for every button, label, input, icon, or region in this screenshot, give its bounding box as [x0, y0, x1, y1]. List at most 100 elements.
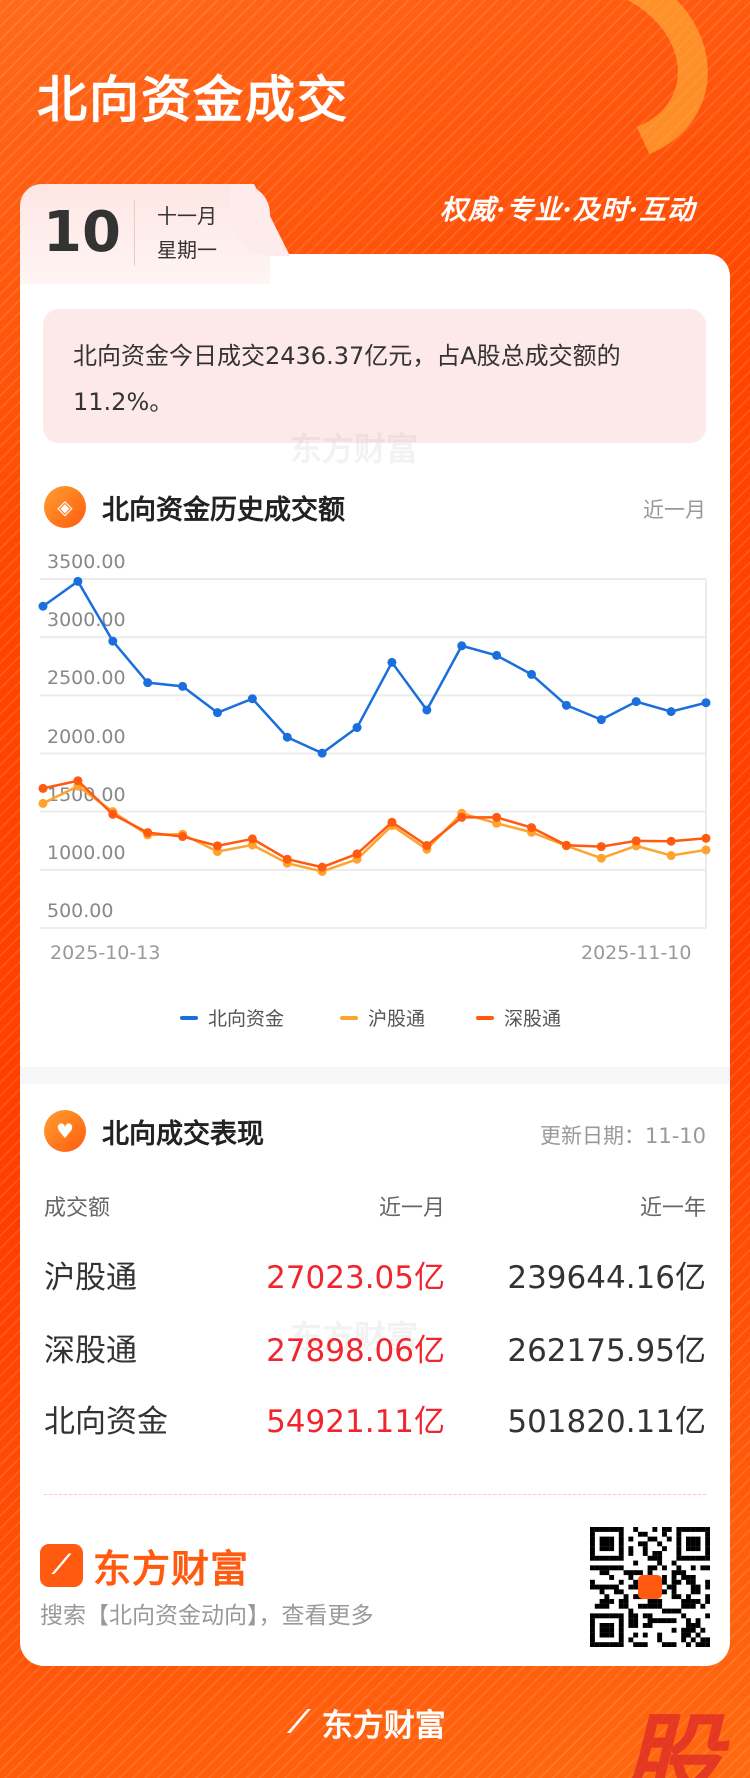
legend-label: 深股通 [504, 1008, 562, 1030]
series-line [42, 779, 707, 869]
data-point [387, 817, 397, 827]
series-line [42, 579, 707, 755]
coin-icon: ◈ [44, 486, 86, 528]
data-point [561, 700, 571, 710]
data-point [631, 697, 641, 707]
date-month: 十一月 [157, 204, 217, 228]
data-point [596, 842, 606, 852]
data-point [247, 834, 257, 844]
row-month: 27898.06亿 [266, 1333, 445, 1369]
summary-box: 北向资金今日成交2436.37亿元，占A股总成交额的11.2%。 [43, 309, 706, 443]
data-point [247, 694, 257, 704]
data-point [527, 669, 537, 679]
data-point [666, 851, 676, 861]
x-tick-label: 2025-10-13 [50, 942, 161, 964]
data-point [387, 657, 397, 667]
data-point [457, 812, 467, 822]
line-chart [38, 576, 711, 929]
legend-item[interactable]: 沪股通 [340, 1004, 425, 1031]
legend-label: 沪股通 [368, 1008, 426, 1030]
data-point [561, 840, 571, 850]
data-point [701, 845, 711, 855]
data-point [701, 833, 711, 843]
date-day: 10 [43, 200, 121, 265]
data-point [38, 798, 48, 808]
data-point [352, 849, 362, 859]
qr-code[interactable] [590, 1527, 710, 1647]
watermark: 东方财富 [290, 1318, 419, 1356]
slogan: 权威·专业·及时·互动 [440, 195, 696, 226]
y-tick-label: 3500.00 [47, 551, 126, 573]
brand-name: 东方财富 [93, 1547, 250, 1591]
brand-flame-icon: ⟋ [40, 1544, 83, 1587]
legend-swatch [340, 1015, 358, 1020]
stock-badge: 股 [620, 1703, 720, 1778]
main-card [20, 254, 730, 1666]
row-name: 沪股通 [44, 1260, 137, 1296]
data-point [317, 748, 327, 758]
data-point [352, 723, 362, 733]
data-point [666, 707, 676, 717]
y-tick-label: 1500.00 [47, 783, 126, 806]
section-separator [20, 1067, 730, 1084]
row-year: 239644.16亿 [507, 1260, 706, 1296]
data-point [422, 841, 432, 851]
y-tick-label: 1000.00 [47, 841, 126, 864]
data-point [596, 853, 606, 863]
legend-swatch [476, 1015, 494, 1020]
data-point [143, 678, 153, 688]
data-point [108, 809, 118, 819]
row-name: 北向资金 [44, 1404, 168, 1440]
handshake-heart-icon: ♥ [44, 1110, 86, 1152]
history-period[interactable]: 近一月 [643, 498, 706, 522]
row-name: 深股通 [44, 1333, 137, 1369]
legend-label: 北向资金 [208, 1008, 285, 1030]
data-point [212, 841, 222, 851]
data-point [701, 698, 711, 708]
data-point [596, 715, 606, 725]
data-point [282, 854, 292, 864]
legend-swatch [180, 1015, 198, 1020]
search-hint: 搜索【北向资金动向】，查看更多 [40, 1603, 374, 1629]
page-title: 北向资金成交 [37, 71, 349, 129]
data-point [178, 681, 188, 691]
row-year: 262175.95亿 [507, 1333, 706, 1369]
data-point [631, 836, 641, 846]
data-point [317, 862, 327, 872]
date-weekday: 星期一 [157, 238, 217, 262]
y-tick-label: 2500.00 [47, 667, 126, 690]
brand-flame-icon: ⟋ [288, 1704, 310, 1740]
data-point [492, 812, 502, 822]
row-month: 27023.05亿 [266, 1260, 445, 1296]
legend-item[interactable]: 深股通 [476, 1004, 561, 1031]
series-line [42, 784, 707, 873]
data-point [73, 776, 83, 786]
data-point [457, 641, 467, 651]
data-point [492, 650, 502, 660]
legend-item[interactable]: 北向资金 [180, 1004, 284, 1031]
y-tick-label: 3000.00 [47, 609, 126, 632]
row-month: 54921.11亿 [266, 1404, 445, 1440]
dashed-divider [44, 1494, 706, 1495]
data-point [282, 732, 292, 742]
data-point [666, 836, 676, 846]
brand-logo: ⟋ 东方财富 [40, 1538, 249, 1593]
data-point [73, 576, 83, 586]
data-point [212, 708, 222, 718]
watermark: 东方财富 [290, 430, 419, 468]
date-divider [134, 200, 135, 266]
history-title: 北向资金历史成交额 [102, 495, 345, 526]
col-header-amount: 成交额 [44, 1196, 111, 1221]
date-tab [20, 184, 270, 284]
data-point [108, 636, 118, 646]
data-point [38, 783, 48, 793]
row-year: 501820.11亿 [507, 1404, 706, 1440]
x-tick-label: 2025-11-10 [581, 942, 692, 964]
performance-title: 北向成交表现 [102, 1119, 264, 1150]
data-point [38, 601, 48, 611]
update-date: 更新日期：11-10 [539, 1124, 706, 1148]
footer-logo: ⟋ 东方财富 [288, 1700, 446, 1745]
y-tick-label: 2000.00 [47, 725, 126, 748]
data-point [143, 828, 153, 838]
